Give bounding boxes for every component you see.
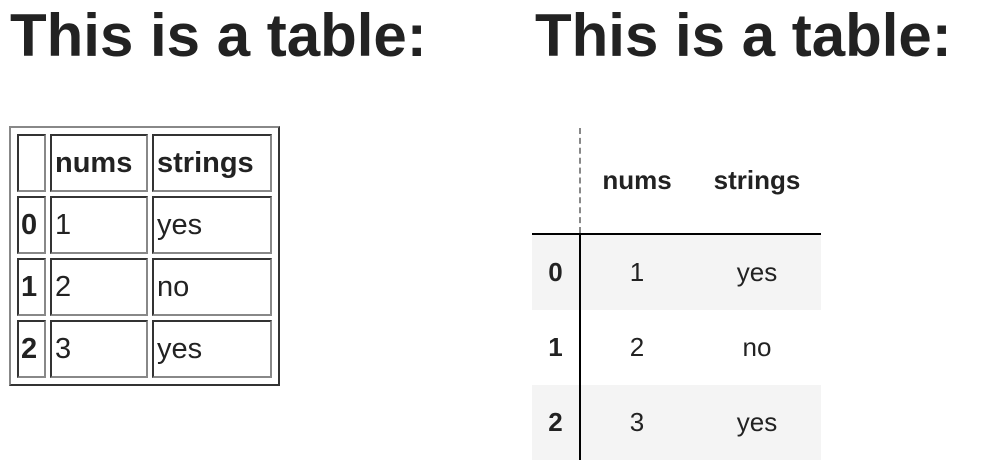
cell-nums: 2 (50, 258, 148, 316)
index-header (532, 128, 581, 235)
row-index: 1 (532, 310, 581, 385)
styled-table: nums strings 0 1 yes 1 2 no 2 3 yes (532, 128, 821, 460)
column-header-nums: nums (50, 134, 148, 192)
header-row: nums strings (532, 128, 821, 235)
column-header-nums: nums (580, 128, 693, 235)
cell-strings: no (152, 258, 272, 316)
cell-nums: 3 (629, 407, 645, 437)
cell-nums: 2 (629, 332, 645, 362)
cell-strings: yes (736, 257, 778, 287)
plain-table: nums strings 0 1 yes 1 2 no 2 3 yes (9, 126, 280, 386)
index-header (17, 134, 46, 192)
right-heading: This is a table: (535, 2, 952, 69)
table-row: 0 1 yes (17, 196, 272, 254)
table-row: 1 2 no (532, 310, 821, 385)
cell-strings: yes (736, 407, 778, 437)
table-row: 0 1 yes (532, 234, 821, 310)
row-index: 0 (17, 196, 46, 254)
header-row: nums strings (17, 134, 272, 192)
cell-nums: 3 (50, 320, 148, 378)
cell-strings: yes (152, 196, 272, 254)
cell-nums: 1 (50, 196, 148, 254)
cell-strings: yes (152, 320, 272, 378)
column-header-strings: strings (152, 134, 272, 192)
left-heading: This is a table: (10, 2, 427, 69)
row-index: 0 (532, 234, 581, 310)
row-index: 1 (17, 258, 46, 316)
table-row: 1 2 no (17, 258, 272, 316)
table-row: 2 3 yes (532, 385, 821, 460)
table-row: 2 3 yes (17, 320, 272, 378)
row-index: 2 (532, 385, 581, 460)
column-header-strings: strings (693, 128, 821, 235)
cell-strings: no (742, 332, 772, 362)
cell-nums: 1 (629, 257, 645, 287)
row-index: 2 (17, 320, 46, 378)
